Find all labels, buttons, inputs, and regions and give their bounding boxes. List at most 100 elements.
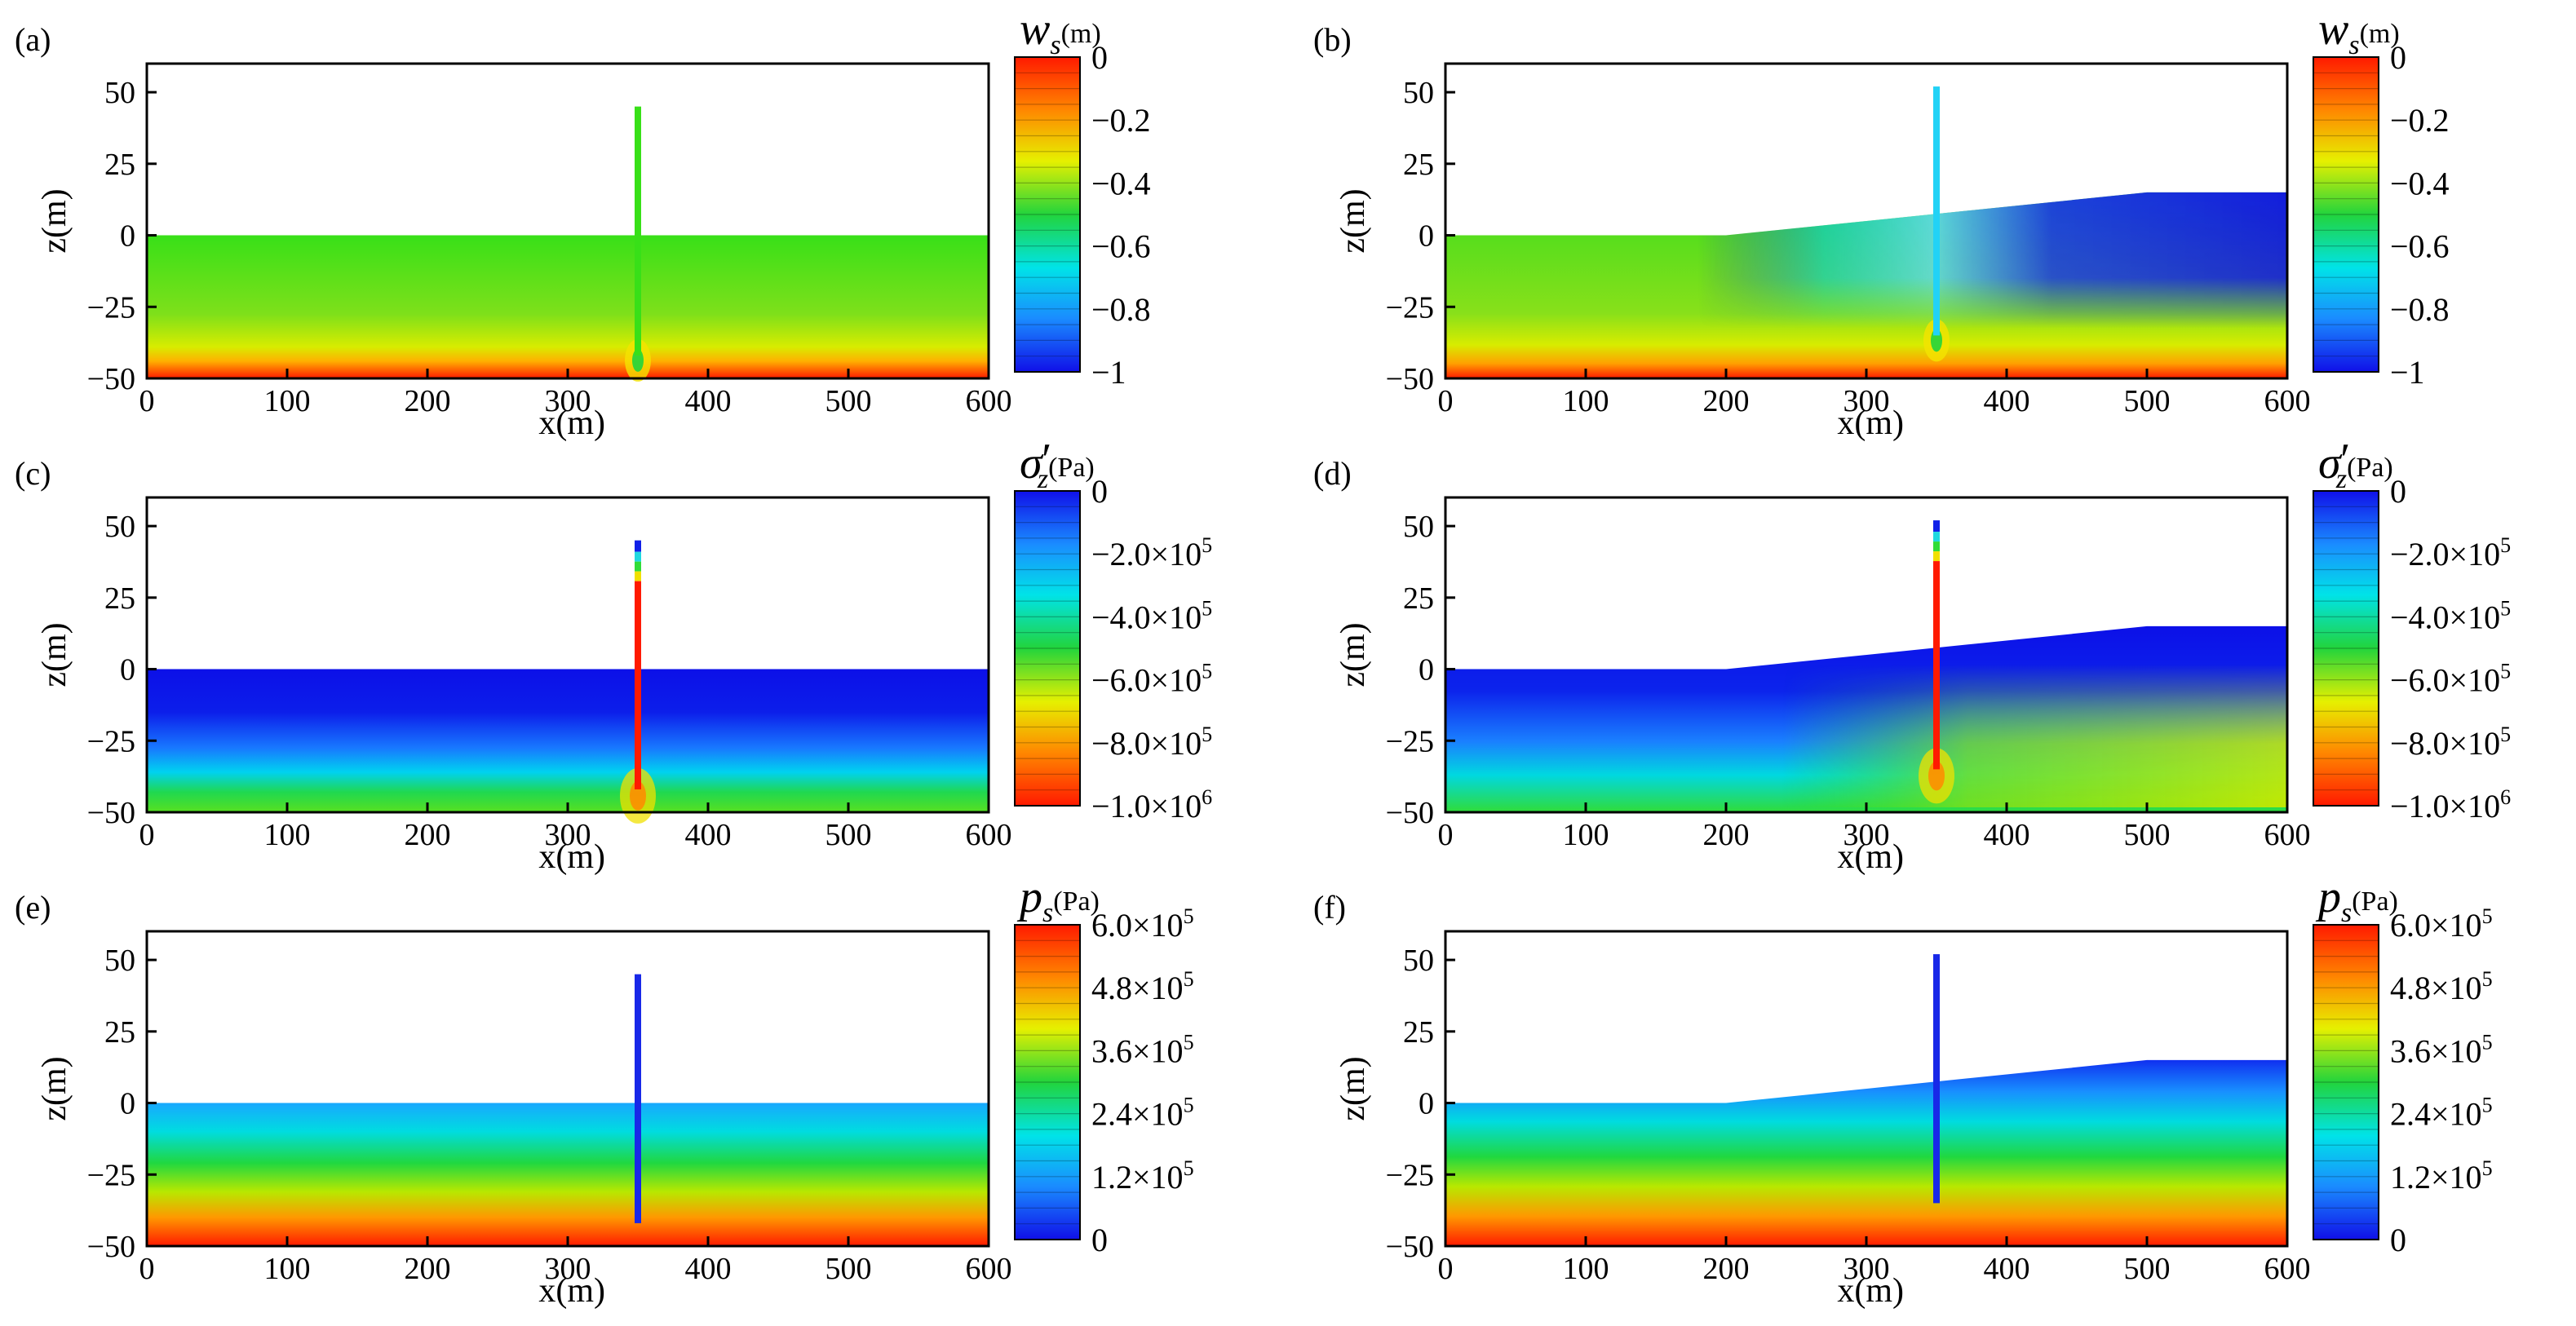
colorbar <box>2313 57 2379 372</box>
x-tick-label: 300 <box>1843 1252 1890 1286</box>
panel-label: (b) <box>1313 21 1352 58</box>
colorbar-title: ws(m) <box>2318 4 2400 60</box>
pile-head <box>1933 520 1940 533</box>
colorbar-tick-label: −6.0×105 <box>2390 660 2511 699</box>
x-tick-label: 500 <box>825 384 872 418</box>
x-axis-label: x(m) <box>1837 404 1904 442</box>
colorbar-tick-label: −4.0×105 <box>2390 596 2511 635</box>
x-tick-label: 600 <box>966 818 1012 852</box>
colorbar-tick-label: 1.2×105 <box>2390 1156 2493 1196</box>
soil-field <box>147 1103 989 1246</box>
y-tick-label: 0 <box>1419 219 1434 254</box>
pile-shaft <box>635 581 641 789</box>
x-tick-label: 0 <box>1438 384 1454 418</box>
soil-field-overlay <box>1445 625 2287 812</box>
soil-field-overlay <box>1445 192 2287 378</box>
x-tick-label: 0 <box>1438 1252 1454 1286</box>
y-tick-label: 0 <box>1419 1087 1434 1121</box>
y-tick-label: 0 <box>120 653 135 687</box>
pile-shaft <box>1933 86 1940 336</box>
x-axis-label: x(m) <box>538 838 605 876</box>
x-axis-label: x(m) <box>1837 838 1904 876</box>
panel-f: 0 100 200 300 400 500 600 50 25 0 −25 −50 x(m) z(m) (f… <box>1313 872 2493 1310</box>
x-tick-label: 600 <box>966 1252 1012 1286</box>
soil-field <box>1445 1059 2287 1246</box>
colorbar-tick-label: 2.4×105 <box>1091 1094 1194 1133</box>
x-tick-label: 100 <box>1563 818 1609 852</box>
colorbar-tick-label: −0.6 <box>1091 228 1151 265</box>
x-tick-label: 200 <box>405 818 451 852</box>
pile-shaft <box>1933 561 1940 770</box>
x-tick-label: 100 <box>264 1252 311 1286</box>
colorbar-tick-label: 0 <box>2390 39 2406 76</box>
x-tick-label: 0 <box>139 1252 155 1286</box>
x-tick-label: 100 <box>264 384 311 418</box>
colorbar-tick-label: 2.4×105 <box>2390 1094 2493 1133</box>
y-axis-label: z(m) <box>36 1056 73 1120</box>
x-axis-label: x(m) <box>538 404 605 442</box>
panel-label: (d) <box>1313 455 1352 492</box>
x-tick-label: 500 <box>2124 818 2171 852</box>
colorbar-tick-label: −2.0×105 <box>1091 533 1212 572</box>
x-tick-label: 600 <box>2264 384 2311 418</box>
colorbar-tick-label: 4.8×105 <box>1091 967 1194 1006</box>
y-axis-label: z(m) <box>36 188 73 253</box>
y-tick-label: 25 <box>1403 1015 1434 1050</box>
y-tick-label: −50 <box>1386 796 1434 830</box>
colorbar-tick-label: 4.8×105 <box>2390 967 2493 1006</box>
y-tick-label: −50 <box>87 362 135 396</box>
y-tick-label: 0 <box>120 1087 135 1121</box>
pile-shaft <box>1933 954 1940 1204</box>
y-tick-label: 25 <box>104 148 135 182</box>
panel-label: (e) <box>15 889 51 926</box>
colorbar-tick-label: 0 <box>2390 1222 2406 1258</box>
soil-field <box>147 669 989 812</box>
pile-segment <box>635 571 641 581</box>
x-tick-label: 0 <box>1438 818 1454 852</box>
y-tick-label: 0 <box>120 219 135 254</box>
pile-shaft <box>635 106 641 356</box>
x-tick-label: 300 <box>545 818 591 852</box>
y-tick-label: −25 <box>1386 1158 1434 1192</box>
pile-head <box>635 540 641 552</box>
x-tick-label: 200 <box>1703 818 1750 852</box>
panel-a: 0 100 200 300 400 500 600 50 25 0 −25 −50 x(m) z(m) (a… <box>15 4 1151 442</box>
y-tick-label: −25 <box>1386 724 1434 758</box>
y-tick-label: −25 <box>87 1158 135 1192</box>
colorbar-tick-label: −4.0×105 <box>1091 596 1212 635</box>
x-tick-label: 100 <box>264 818 311 852</box>
y-tick-label: 50 <box>104 944 135 978</box>
x-tick-label: 500 <box>2124 1252 2171 1286</box>
colorbar-tick-label: −0.2 <box>1091 102 1151 139</box>
colorbar <box>1015 925 1080 1240</box>
pile-segment <box>1933 541 1940 552</box>
colorbar <box>1015 491 1080 806</box>
colorbar-tick-label: −8.0×105 <box>1091 723 1212 762</box>
x-tick-label: 600 <box>966 384 1012 418</box>
y-tick-label: 50 <box>104 76 135 110</box>
pile-segment <box>635 551 641 562</box>
x-tick-label: 300 <box>545 384 591 418</box>
panel-e: 0 100 200 300 400 500 600 50 25 0 −25 −50 x(m) z(m) (e… <box>15 872 1194 1310</box>
x-tick-label: 500 <box>2124 384 2171 418</box>
x-tick-label: 100 <box>1563 1252 1609 1286</box>
x-tick-label: 400 <box>685 818 732 852</box>
colorbar-frame <box>2313 924 2379 1240</box>
x-tick-label: 100 <box>1563 384 1609 418</box>
y-tick-label: 25 <box>1403 148 1434 182</box>
x-tick-label: 0 <box>139 818 155 852</box>
colorbar-title: ps(Pa) <box>2315 872 2398 928</box>
colorbar-frame <box>1014 924 1081 1240</box>
y-axis-label: z(m) <box>1334 188 1372 253</box>
y-tick-label: 50 <box>1403 510 1434 544</box>
y-axis-label: z(m) <box>1334 1056 1372 1120</box>
y-tick-label: 25 <box>104 1015 135 1050</box>
y-tick-label: 50 <box>1403 944 1434 978</box>
x-tick-label: 300 <box>1843 384 1890 418</box>
x-tick-label: 400 <box>1984 384 2030 418</box>
colorbar-tick-label: −0.6 <box>2390 228 2450 265</box>
y-tick-label: −25 <box>1386 290 1434 325</box>
colorbar <box>1015 57 1080 372</box>
pile-tip-core <box>630 780 646 811</box>
